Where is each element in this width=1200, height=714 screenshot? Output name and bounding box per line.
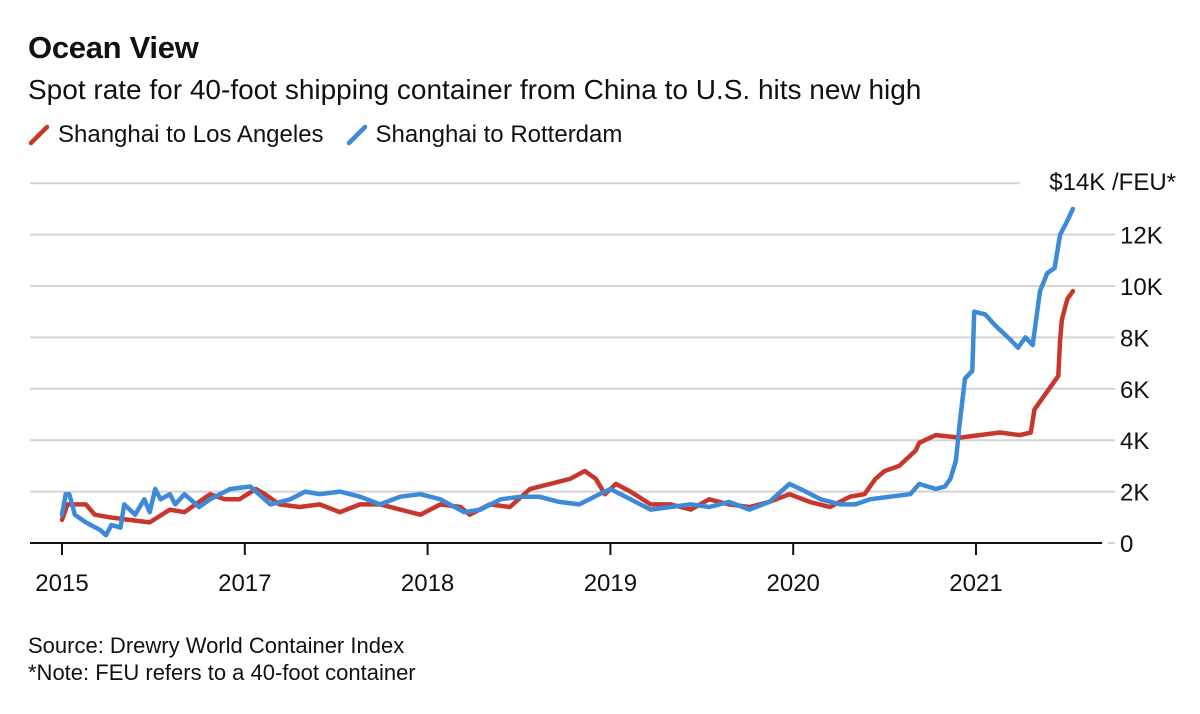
y-tick-label: 12K (1120, 223, 1163, 250)
legend-item-rotterdam: Shanghai to Rotterdam (346, 121, 623, 149)
chart-subtitle: Spot rate for 40-foot shipping container… (28, 74, 922, 105)
y-tick-label: 8K (1120, 325, 1149, 352)
y-tick-label: 2K (1120, 480, 1149, 507)
feu-note: *Note: FEU refers to a 40-foot container (28, 660, 416, 685)
chart-title: Ocean View (28, 30, 199, 65)
y-tick-label: 4K (1120, 428, 1149, 455)
legend-label: Shanghai to Los Angeles (58, 121, 324, 148)
y-tick-label: 0 (1120, 531, 1133, 558)
legend: Shanghai to Los Angeles Shanghai to Rott… (28, 121, 622, 149)
series-line-los-angeles (59, 288, 1076, 525)
x-tick-label: 2017 (218, 570, 271, 597)
legend-item-los-angeles: Shanghai to Los Angeles (28, 121, 324, 149)
y-unit-label: $14K /FEU* (1049, 169, 1176, 196)
x-tick-label: 2019 (584, 570, 637, 597)
footnotes: Source: Drewry World Container Index *No… (28, 632, 416, 686)
legend-swatch-blue (346, 124, 367, 146)
y-tick-label: 10K (1120, 274, 1163, 301)
legend-label: Shanghai to Rotterdam (375, 121, 623, 148)
x-tick-label: 2015 (35, 570, 88, 597)
series-line-rotterdam (59, 206, 1076, 538)
source-note: Source: Drewry World Container Index (28, 633, 405, 658)
x-tick-label: 2020 (767, 570, 820, 597)
x-tick-label: 2018 (401, 570, 454, 597)
x-tick-label: 2021 (949, 570, 1002, 597)
y-tick-label: 6K (1120, 377, 1149, 404)
legend-swatch-red (28, 124, 50, 146)
